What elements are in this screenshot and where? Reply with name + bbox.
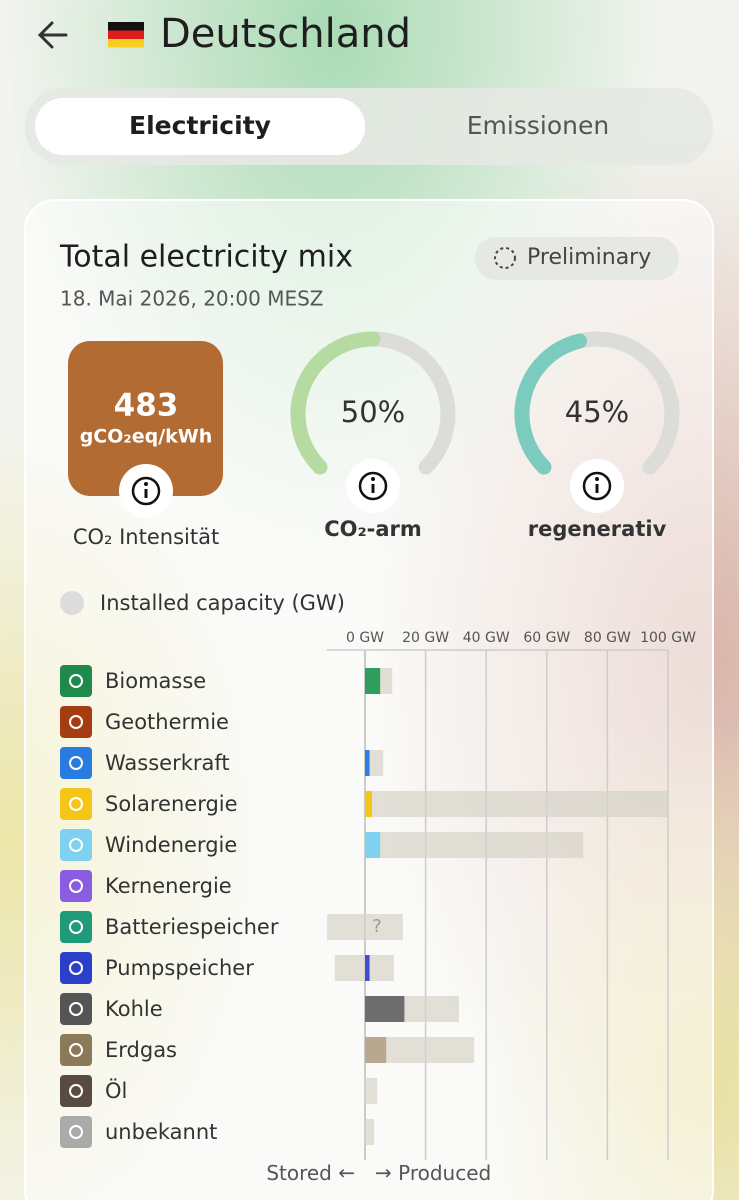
production-bar [365,750,370,776]
gauge-arc [514,333,587,475]
source-icon [60,829,92,861]
source-icon-glyph [69,920,83,934]
source-icon-glyph [69,879,83,893]
source-icon [60,706,92,738]
flag [108,22,144,48]
tab[interactable]: Electricity [129,111,271,140]
country-title: Deutschland [160,11,411,57]
category-label: Pumpspeicher [105,956,254,980]
source-icon [60,1075,92,1107]
stored-capacity-bar [327,914,365,940]
intensity-value: 483 [114,388,179,424]
category-label: Kernenergie [105,874,232,898]
source-icon-glyph [69,838,83,852]
gauge-value: 50% [341,395,405,429]
category-label: unbekannt [105,1120,217,1144]
category-label: Geothermie [105,710,229,734]
source-icon [60,911,92,943]
gauge-value: 45% [565,395,629,429]
produced-text: Produced [398,1161,491,1185]
source-icon [60,870,92,902]
category-label: Biomasse [105,669,206,693]
capacity-toggle[interactable] [60,591,84,615]
capacity-bar [365,1119,375,1145]
gauge-label: regenerativ [528,517,667,541]
category-label: Öl [105,1078,127,1103]
capacity-toggle-label[interactable]: Installed capacity (GW) [100,591,345,615]
production-bar [365,996,405,1022]
production-bar [365,668,381,694]
date: 18. Mai 2026, 20:00 MESZ [60,287,324,311]
category-label: Batteriespeicher [105,915,279,939]
source-icon-glyph [69,797,83,811]
x-tick-label: 100 GW [640,630,696,646]
source-icon [60,665,92,697]
info-icon [358,471,388,501]
source-icon [60,952,92,984]
source-icon-glyph [69,1084,83,1098]
capacity-bar [365,1078,378,1104]
tab[interactable]: Emissionen [467,111,609,140]
x-tick-label: 40 GW [463,630,510,646]
badge-icon [494,247,516,269]
production-bar [365,1037,387,1063]
x-tick-label: 60 GW [523,630,570,646]
category-label: Kohle [105,997,163,1021]
intensity-label: CO₂ Intensität [73,525,219,549]
info-icon [131,476,161,506]
stored-label: Stored ← [266,1161,355,1185]
source-icon-glyph [69,756,83,770]
production-bar [365,832,381,858]
source-icon [60,1034,92,1066]
capacity-bar [365,955,394,981]
source-icon-glyph [69,674,83,688]
capacity-bar [365,791,668,817]
value-label: ? [372,916,382,937]
source-icon-glyph [69,1043,83,1057]
x-tick-label: 80 GW [584,630,631,646]
info-icon [595,477,599,481]
info-icon [582,471,612,501]
production-bar [365,791,372,817]
category-label: Windenergie [105,833,237,857]
badge-text: Preliminary [527,245,651,270]
source-icon-glyph [69,961,83,975]
source-icon-glyph [69,1002,83,1016]
gauge-arc [290,331,381,475]
x-tick-label: 20 GW [402,630,449,646]
badge [475,237,679,280]
intensity-box [68,341,223,496]
source-icon [60,1116,92,1148]
capacity-bar [365,832,584,858]
source-icon-glyph [69,715,83,729]
back-button[interactable] [37,21,68,49]
tab-active[interactable] [35,98,365,155]
gauge-label: CO₂-arm [324,517,422,541]
category-label: Wasserkraft [105,751,230,775]
card-title: Total electricity mix [59,240,353,275]
produced-label: → Produced [375,1161,491,1185]
stored-text: Stored [266,1161,332,1185]
info-icon [144,482,148,486]
source-icon [60,993,92,1025]
stored-capacity-bar [334,955,365,981]
x-tick-label: 0 GW [346,630,384,646]
source-icon [60,747,92,779]
info-icon [371,477,375,481]
source-icon-glyph [69,1125,83,1139]
source-icon [60,788,92,820]
category-label: Solarenergie [105,792,238,816]
capacity-bar [365,914,403,940]
production-bar [365,955,370,981]
category-label: Erdgas [105,1038,177,1062]
intensity-unit: gCO₂eq/kWh [80,426,213,448]
